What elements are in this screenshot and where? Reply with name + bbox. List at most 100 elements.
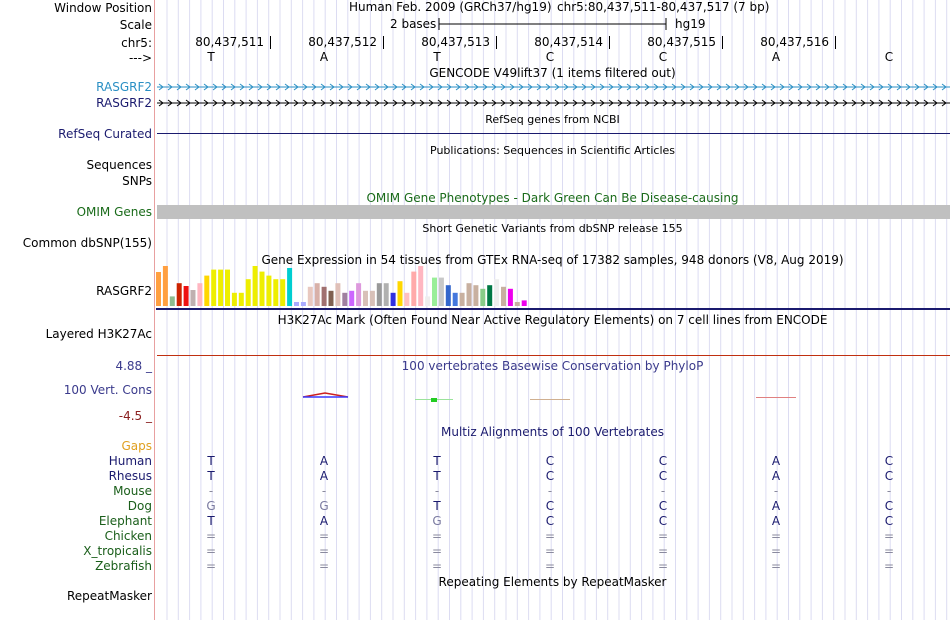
omim-gene-bar[interactable] bbox=[157, 205, 950, 219]
species-label-elephant[interactable]: Elephant bbox=[98, 514, 152, 528]
dbsnp-track-label[interactable]: Common dbSNP(155) bbox=[22, 236, 152, 250]
alignment-base: C bbox=[545, 454, 555, 468]
strand-arrow bbox=[626, 83, 632, 91]
alignment-base: - bbox=[547, 484, 553, 498]
phylop-track-label[interactable]: 100 Vert. Cons bbox=[63, 383, 152, 397]
omim-track-label[interactable]: OMIM Genes bbox=[76, 205, 152, 219]
strand-arrow bbox=[905, 83, 911, 91]
strand-arrow bbox=[392, 99, 398, 107]
gtex-tissue-bar bbox=[369, 290, 375, 306]
publications-track-label[interactable]: Sequences bbox=[86, 158, 152, 172]
strand-arrow bbox=[446, 99, 452, 107]
strand-arrow bbox=[455, 99, 461, 107]
alignment-base: C bbox=[884, 469, 894, 483]
alignment-base: A bbox=[319, 469, 329, 483]
alignment-base: - bbox=[321, 484, 327, 498]
alignment-base: = bbox=[770, 529, 782, 543]
species-label-chicken[interactable]: Chicken bbox=[104, 529, 152, 543]
strand-arrow bbox=[446, 83, 452, 91]
strand-arrow bbox=[185, 83, 191, 91]
strand-arrow bbox=[509, 99, 515, 107]
strand-arrow bbox=[842, 83, 848, 91]
strand-arrow bbox=[527, 99, 533, 107]
gencode-transcript-2[interactable] bbox=[157, 98, 950, 108]
alignment-base: - bbox=[434, 484, 440, 498]
ruler-base: A bbox=[771, 50, 781, 64]
strand-arrow bbox=[410, 83, 416, 91]
gtex-expression-chart[interactable] bbox=[156, 266, 950, 310]
species-label-rhesus[interactable]: Rhesus bbox=[108, 469, 152, 483]
alignment-base: C bbox=[658, 499, 668, 513]
strand-arrow bbox=[284, 83, 290, 91]
gtex-track-label[interactable]: RASGRF2 bbox=[96, 284, 152, 298]
strand-arrow bbox=[608, 99, 614, 107]
strand-arrow bbox=[923, 83, 929, 91]
alignment-base: T bbox=[433, 469, 441, 483]
gtex-tissue-bar bbox=[335, 283, 341, 306]
species-label-zebrafish[interactable]: Zebrafish bbox=[95, 559, 152, 573]
strand-arrow bbox=[329, 99, 335, 107]
strand-arrow bbox=[176, 99, 182, 107]
gtex-tissue-bar bbox=[494, 279, 500, 306]
alignment-base: = bbox=[544, 544, 556, 558]
gtex-tissue-bar bbox=[507, 288, 513, 306]
strand-arrow bbox=[788, 99, 794, 107]
strand-arrow bbox=[896, 99, 902, 107]
strand-arrow bbox=[635, 83, 641, 91]
gtex-tissue-bar bbox=[418, 266, 424, 306]
position-text[interactable]: chr5:80,437,511-80,437,517 (7 bp) bbox=[557, 0, 770, 14]
strand-arrow bbox=[653, 83, 659, 91]
strand-arrow bbox=[311, 83, 317, 91]
gtex-tissue-bar bbox=[176, 283, 182, 306]
refseq-track-label[interactable]: RefSeq Curated bbox=[58, 127, 152, 141]
gtex-tissue-bar bbox=[438, 277, 444, 306]
strand-arrow bbox=[779, 83, 785, 91]
gtex-tissue-bar bbox=[259, 271, 265, 306]
gencode-track-label-2[interactable]: RASGRF2 bbox=[96, 96, 152, 110]
alignment-base: A bbox=[319, 514, 329, 528]
strand-arrow bbox=[698, 83, 704, 91]
species-label-x_tropicalis[interactable]: X_tropicalis bbox=[83, 544, 152, 558]
ruler-base: C bbox=[545, 50, 555, 64]
strand-arrow bbox=[419, 99, 425, 107]
gtex-tissue-bar bbox=[321, 286, 327, 306]
species-label-mouse[interactable]: Mouse bbox=[113, 484, 152, 498]
strand-arrow bbox=[770, 99, 776, 107]
strand-arrow bbox=[824, 83, 830, 91]
label-panel-divider bbox=[154, 0, 155, 620]
h3k27ac-track-label[interactable]: Layered H3K27Ac bbox=[45, 327, 152, 341]
strand-arrow bbox=[644, 99, 650, 107]
alignment-base: G bbox=[432, 514, 442, 528]
refseq-transcript[interactable] bbox=[157, 133, 950, 134]
repeatmasker-track-label[interactable]: RepeatMasker bbox=[66, 589, 152, 603]
alignment-base: A bbox=[319, 454, 329, 468]
strand-arrow bbox=[653, 99, 659, 107]
gencode-track-title: GENCODE V49lift37 (1 items filtered out) bbox=[429, 66, 676, 80]
alignment-base: = bbox=[318, 529, 330, 543]
strand-arrow bbox=[689, 99, 695, 107]
strand-arrow bbox=[347, 99, 353, 107]
alignment-base: C bbox=[884, 454, 894, 468]
alignment-base: = bbox=[318, 559, 330, 573]
gtex-tissue-bar bbox=[363, 290, 368, 306]
strand-arrow bbox=[167, 83, 173, 91]
strand-arrow bbox=[689, 83, 695, 91]
strand-arrow bbox=[932, 99, 938, 107]
strand-arrow bbox=[572, 83, 578, 91]
alignment-base: T bbox=[207, 469, 215, 483]
species-label-human[interactable]: Human bbox=[108, 454, 152, 468]
strand-arrow bbox=[410, 99, 416, 107]
alignment-base: A bbox=[771, 514, 781, 528]
h3k27ac-track-title: H3K27Ac Mark (Often Found Near Active Re… bbox=[277, 313, 828, 327]
ruler-position: 80,437,511 bbox=[159, 35, 271, 49]
gencode-transcript[interactable] bbox=[157, 82, 950, 92]
gtex-tissue-bar bbox=[307, 286, 313, 306]
gencode-track-label[interactable]: RASGRF2 bbox=[96, 80, 152, 94]
alignment-base: = bbox=[657, 529, 669, 543]
chrom-label: chr5: bbox=[121, 36, 152, 50]
strand-arrow bbox=[752, 99, 758, 107]
strand-arrow bbox=[725, 99, 731, 107]
strand-arrow bbox=[509, 83, 515, 91]
species-label-dog[interactable]: Dog bbox=[127, 499, 152, 513]
strand-arrow bbox=[338, 83, 344, 91]
